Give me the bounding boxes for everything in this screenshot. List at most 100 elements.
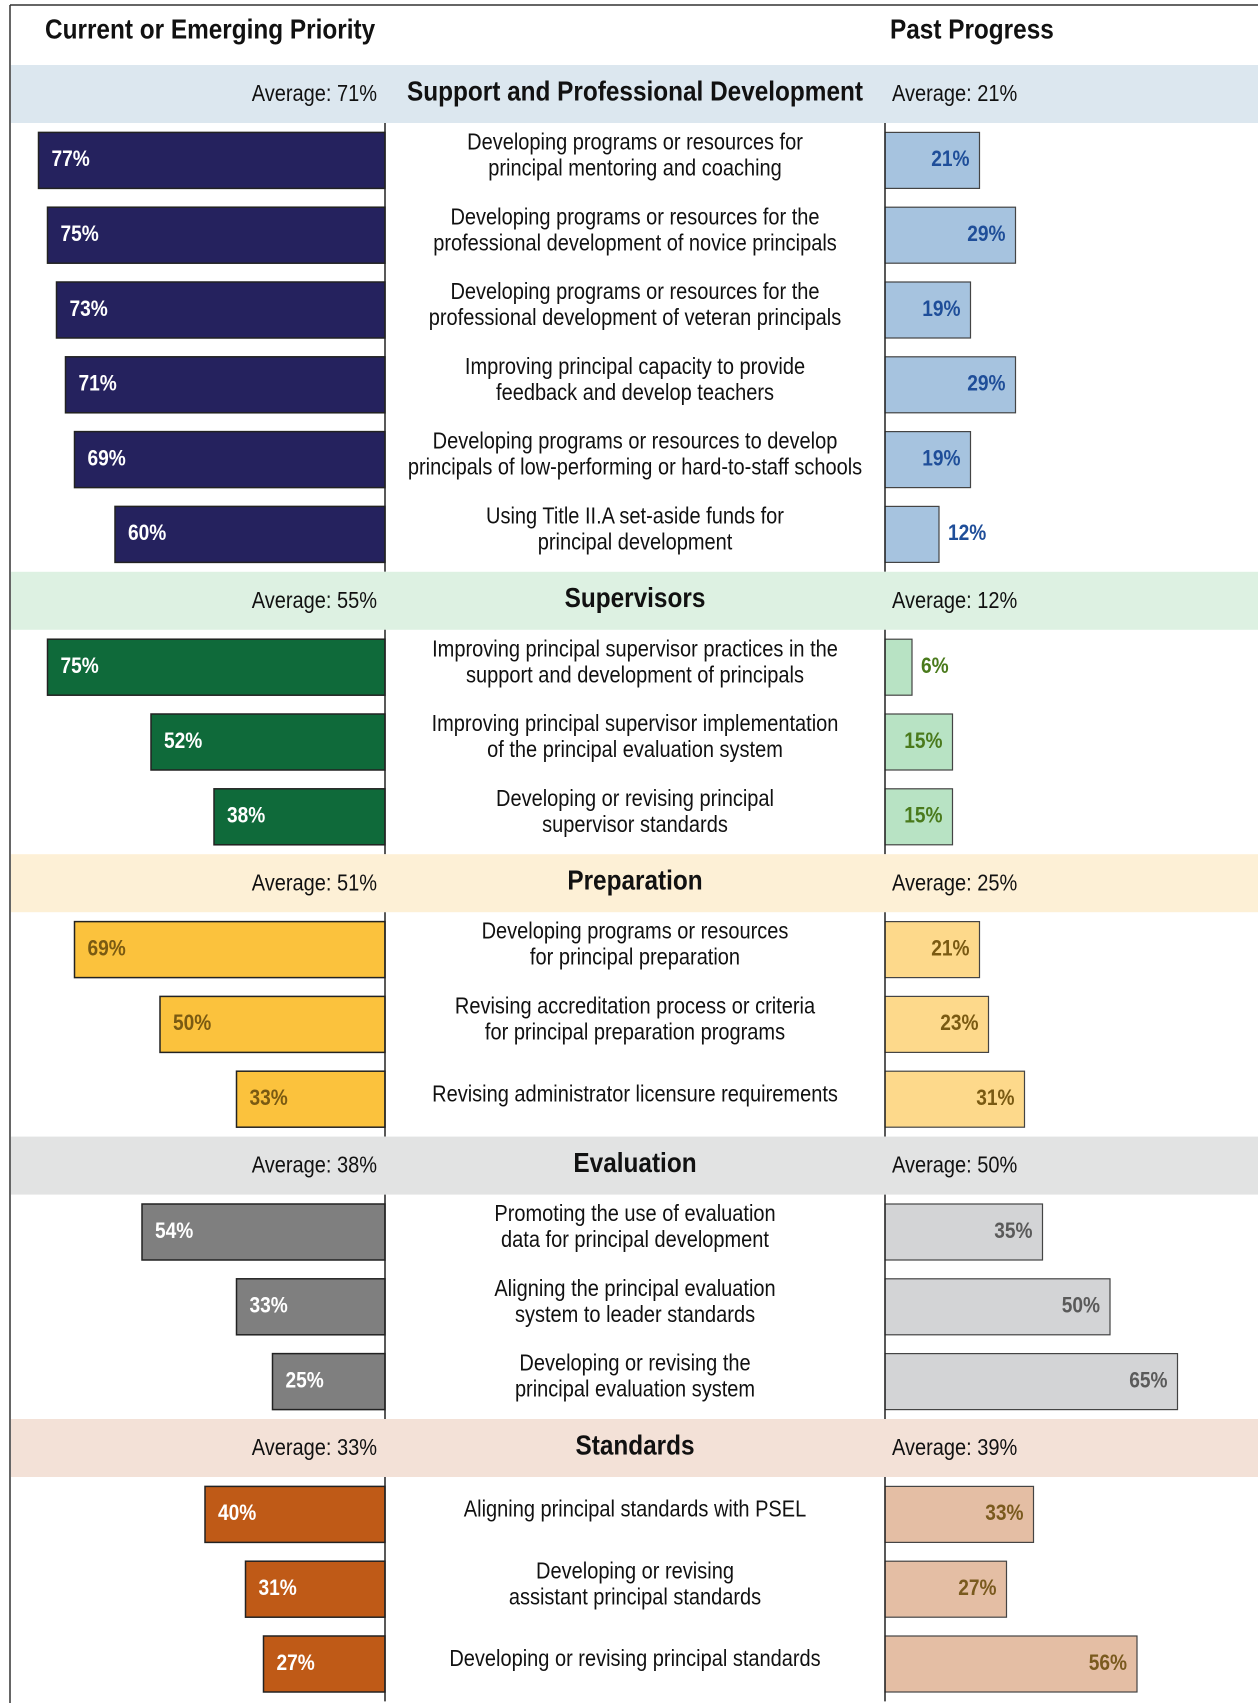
progress-value-label: 21%	[931, 936, 969, 961]
category-label: principal evaluation system	[515, 1375, 755, 1402]
progress-value-label: 29%	[967, 222, 1005, 247]
priority-value-label: 60%	[128, 521, 166, 546]
priority-value-label: 50%	[173, 1011, 211, 1036]
progress-value-label: 12%	[948, 521, 986, 546]
priority-bar	[244, 1560, 386, 1618]
category-label: Aligning the principal evaluation	[494, 1275, 775, 1302]
category-label: Developing or revising principal	[496, 785, 774, 812]
priority-value-label: 54%	[155, 1219, 193, 1244]
priority-average: Average: 71%	[252, 80, 377, 107]
category-label: Developing programs or resources to deve…	[433, 427, 838, 454]
progress-bar	[884, 1278, 1111, 1336]
group-band	[11, 1136, 1258, 1195]
group-band	[11, 571, 1258, 630]
progress-value-label: 15%	[904, 803, 942, 828]
progress-average: Average: 12%	[892, 587, 1017, 614]
priority-title: Current or Emerging Priority	[45, 13, 376, 45]
category-label: principal development	[538, 528, 733, 555]
priority-bar	[271, 1352, 386, 1411]
progress-value-label: 19%	[922, 446, 960, 471]
priority-bar	[37, 131, 386, 190]
priority-bar	[213, 788, 386, 846]
category-label: Developing programs or resources	[482, 917, 789, 944]
progress-bar	[884, 1635, 1138, 1693]
progress-value-label: 23%	[940, 1011, 978, 1036]
priority-average: Average: 38%	[252, 1151, 377, 1178]
progress-value-label: 65%	[1129, 1368, 1167, 1393]
progress-value-label: 29%	[967, 371, 1005, 396]
progress-value-label: 50%	[1062, 1293, 1100, 1318]
progress-bar	[884, 713, 954, 771]
category-label: principal mentoring and coaching	[488, 154, 782, 181]
progress-value-label: 33%	[985, 1501, 1023, 1526]
priority-value-label: 27%	[277, 1651, 315, 1676]
progress-value-label: 15%	[904, 729, 942, 754]
group-title: Standards	[575, 1429, 694, 1461]
group-band	[11, 854, 1258, 913]
priority-bar	[204, 1485, 386, 1544]
priority-average: Average: 51%	[252, 869, 377, 896]
priority-bar	[235, 1070, 386, 1128]
category-label: Revising accreditation process or criter…	[455, 992, 815, 1019]
group-title: Support and Professional Development	[407, 75, 863, 107]
category-label: supervisor standards	[542, 811, 728, 838]
group-band	[11, 1419, 1258, 1477]
progress-bar	[884, 788, 954, 846]
progress-bar	[884, 1560, 1008, 1618]
category-label: Developing or revising principal standar…	[449, 1645, 820, 1672]
priority-value-label: 69%	[88, 936, 126, 961]
category-label: of the principal evaluation system	[487, 736, 783, 763]
category-label: system to leader standards	[515, 1301, 755, 1328]
progress-bar	[884, 995, 990, 1054]
priority-bar	[150, 713, 386, 771]
category-label: Improving principal supervisor implement…	[432, 710, 839, 737]
progress-title: Past Progress	[890, 13, 1054, 45]
category-label: feedback and develop teachers	[496, 379, 774, 406]
progress-bar	[884, 356, 1017, 414]
priority-bar	[55, 281, 386, 339]
progress-average: Average: 21%	[892, 80, 1017, 107]
priority-value-label: 31%	[259, 1576, 297, 1601]
category-label: Aligning principal standards with PSEL	[464, 1495, 806, 1522]
progress-bar	[884, 1203, 1044, 1261]
group-title: Preparation	[567, 864, 702, 896]
group-title: Supervisors	[565, 582, 706, 614]
priority-bar	[64, 356, 386, 414]
progress-value-label: 21%	[931, 147, 969, 172]
priority-value-label: 71%	[79, 371, 117, 396]
category-label: data for principal development	[501, 1226, 769, 1253]
progress-bar	[884, 1352, 1179, 1411]
priority-bar	[141, 1203, 386, 1261]
priority-average: Average: 33%	[252, 1434, 377, 1461]
priority-value-label: 33%	[250, 1293, 288, 1318]
priority-value-label: 73%	[70, 297, 108, 322]
priority-value-label: 40%	[218, 1501, 256, 1526]
progress-average: Average: 50%	[892, 1151, 1017, 1178]
priority-value-label: 69%	[88, 446, 126, 471]
progress-value-label: 19%	[922, 297, 960, 322]
priority-value-label: 25%	[286, 1368, 324, 1393]
priority-bar	[262, 1635, 386, 1693]
category-label: Developing or revising the	[519, 1349, 750, 1376]
progress-average: Average: 39%	[892, 1434, 1017, 1461]
progress-bar	[884, 131, 981, 189]
progress-bar	[884, 206, 1017, 264]
priority-value-label: 77%	[52, 147, 90, 172]
progress-value-label: 31%	[976, 1086, 1014, 1111]
progress-bar	[884, 431, 972, 489]
group-band	[11, 65, 1258, 123]
category-label: assistant principal standards	[509, 1583, 761, 1610]
group-title: Evaluation	[573, 1146, 696, 1178]
priority-value-label: 38%	[227, 803, 265, 828]
category-label: Developing programs or resources for	[467, 128, 803, 155]
category-label: professional development of novice princ…	[433, 229, 837, 256]
category-label: Developing programs or resources for the	[450, 203, 819, 230]
progress-value-label: 6%	[921, 654, 949, 679]
progress-bar	[884, 638, 913, 696]
category-label: Improving principal supervisor practices…	[432, 635, 838, 662]
priority-value-label: 75%	[61, 654, 99, 679]
category-label: for principal preparation programs	[485, 1018, 785, 1045]
progress-average: Average: 25%	[892, 869, 1017, 896]
